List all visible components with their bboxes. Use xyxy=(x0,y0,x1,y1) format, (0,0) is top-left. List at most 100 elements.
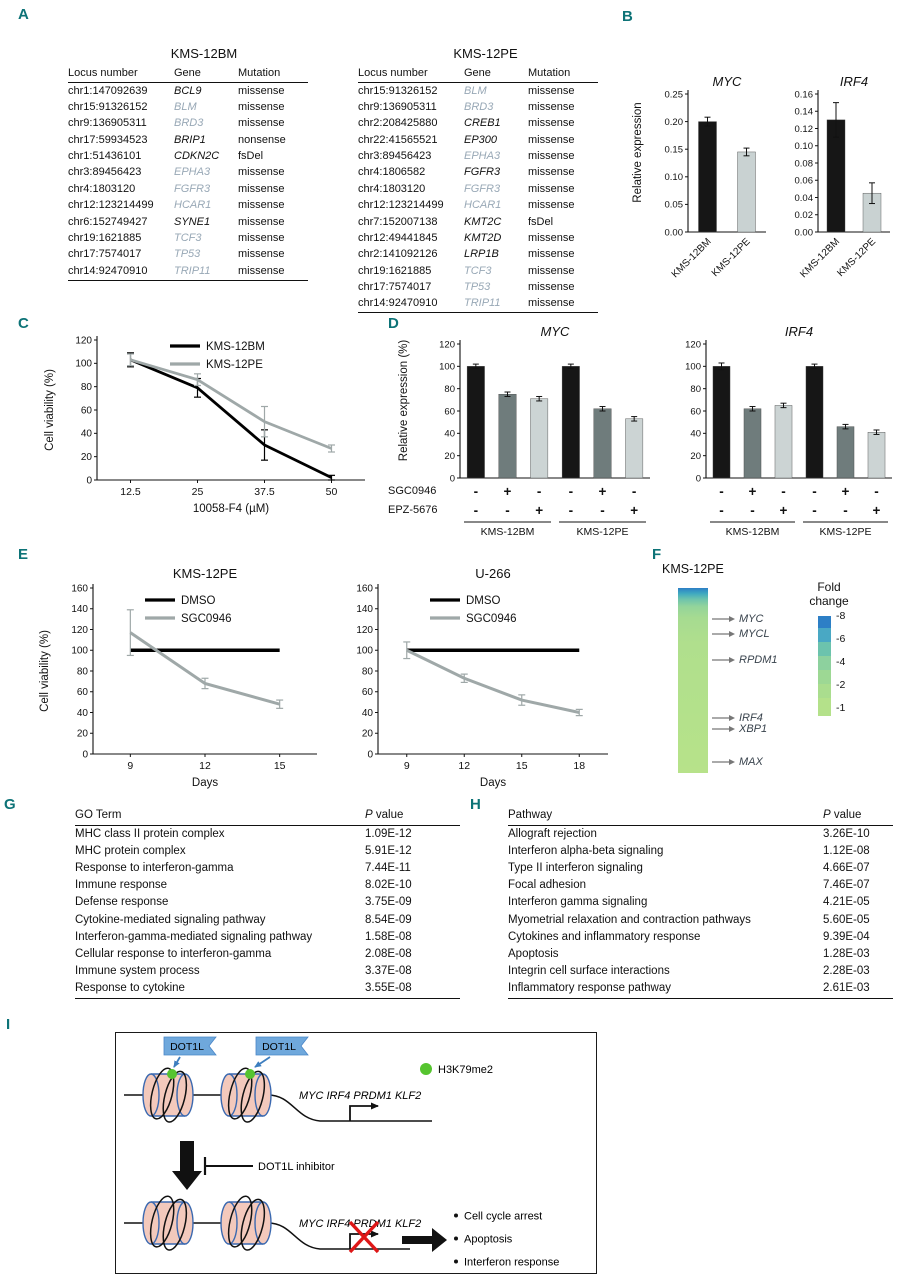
locus-cell: chr1:147092639 xyxy=(68,84,148,97)
table-row: Cellular response to interferon-gamma 2.0… xyxy=(75,946,460,963)
locus-cell: chr12:49441845 xyxy=(358,231,438,244)
y-tick-label: 0.04 xyxy=(795,193,814,204)
pathway-header: Pathway xyxy=(508,808,823,826)
legend-label: DMSO xyxy=(181,595,216,607)
term-cell: Cytokine-mediated signaling pathway xyxy=(75,913,266,926)
legend: KMS-12BM KMS-12PE xyxy=(170,341,265,371)
pvalue-cell: 4.21E-05 xyxy=(823,896,870,909)
h3k79me2-legend-label: H3K79me2 xyxy=(438,1064,493,1076)
legend: DMSO SGC0946 xyxy=(430,595,517,625)
locus-cell: chr19:1621885 xyxy=(68,231,142,244)
y-tick-label: 80 xyxy=(690,384,701,395)
x-axis-label: 10058-F4 (µM) xyxy=(193,503,269,515)
inhibition: DOT1L inhibitor xyxy=(172,1141,335,1190)
mutation-cell: fsDel xyxy=(238,150,264,163)
locus-cell: chr4:1806582 xyxy=(358,166,426,179)
table-row: Defense response 3.75E-09 xyxy=(75,895,460,912)
legend-label: DMSO xyxy=(466,595,501,607)
term-cell: Interferon gamma signaling xyxy=(508,896,648,909)
mutation-cell: missense xyxy=(528,133,575,146)
treatment-sign: - xyxy=(812,503,817,518)
mutation-cell: missense xyxy=(238,117,285,130)
gene-cell: FGFR3 xyxy=(464,166,501,179)
mutation-row: chr9:136905311 BRD3 missense xyxy=(68,116,308,132)
term-cell: Cytokines and inflammatory response xyxy=(508,930,701,943)
mutation-row: chr2:141092126 LRP1B missense xyxy=(358,247,598,263)
mutation-cell: missense xyxy=(528,297,575,310)
treatment-sign: - xyxy=(537,484,542,499)
term-cell: Defense response xyxy=(75,896,169,909)
bar xyxy=(836,426,855,479)
panel-letter-f: F xyxy=(652,546,662,563)
bar xyxy=(561,366,580,479)
treatment-signs: - + - - + -- - + - - +KMS-12BM KMS-12PE xyxy=(464,484,646,538)
treatment-sign: + xyxy=(873,503,881,518)
red-x-mark xyxy=(348,1220,380,1254)
term-cell: Integrin cell surface interactions xyxy=(508,965,670,978)
treatment-sign: + xyxy=(535,503,543,518)
gene-cell: SYNE1 xyxy=(174,215,211,228)
pvalue-cell: 2.08E-08 xyxy=(365,947,412,960)
locus-cell: chr17:59934523 xyxy=(68,133,148,146)
mechanism-diagram: DOT1L DOT1L MYC IRF4 PRDM1 KLF2 H3K79me2… xyxy=(124,1036,559,1269)
mutation-row: chr19:1621885 TCF3 missense xyxy=(68,230,308,246)
locus-cell: chr17:7574017 xyxy=(68,248,142,261)
gene-cell: KMT2D xyxy=(464,231,502,244)
pvalue-cell: 7.46E-07 xyxy=(823,879,870,892)
mutation-cell: missense xyxy=(528,84,575,97)
treatment-sign: - xyxy=(843,503,848,518)
gene-cell: FGFR3 xyxy=(464,182,501,195)
gene-cell: TRIP11 xyxy=(174,264,211,277)
y-tick-label: 160 xyxy=(356,583,373,594)
mutation-table-kms12bm: KMS-12BM Locus number Gene Mutation chr1:1… xyxy=(68,46,340,281)
mutation-table-kms12pe: KMS-12PE Locus number Gene Mutation chr15:… xyxy=(358,46,613,314)
panel-letter-d: D xyxy=(388,315,399,332)
y-tick-label: 0.08 xyxy=(795,158,814,169)
column-header: Locus number xyxy=(358,66,464,83)
y-tick-label: 60 xyxy=(81,405,93,416)
mutation-cell: missense xyxy=(528,231,575,244)
y-tick-label: 60 xyxy=(444,406,455,417)
fold-change-tick: -4 xyxy=(836,656,846,668)
panel-letter-i: I xyxy=(6,1016,11,1033)
mutation-row: chr17:59934523 BRIP1 nonsense xyxy=(68,132,308,148)
column-header: Mutation xyxy=(238,66,308,83)
mutation-cell: missense xyxy=(528,100,575,113)
down-arrow xyxy=(172,1141,202,1190)
chart-title: MYC xyxy=(541,324,571,339)
gene-cell: BRD3 xyxy=(174,117,204,130)
gene-cell: BCL9 xyxy=(174,84,202,97)
panel-letter-c: C xyxy=(18,315,29,332)
table-row: Response to cytokine 3.55E-08 xyxy=(75,981,460,999)
table-row: Interferon alpha-beta signaling 1.12E-08 xyxy=(508,843,893,860)
dot1l-label: DOT1L xyxy=(262,1041,296,1053)
outcome-label: Interferon response xyxy=(464,1257,559,1269)
dot1l-inhibitor-label: DOT1L inhibitor xyxy=(258,1161,335,1173)
gene-arrow-icon xyxy=(712,758,735,765)
y-tick-label: 0.06 xyxy=(795,176,814,187)
series xyxy=(127,352,335,481)
group-label: KMS-12PE xyxy=(577,526,629,538)
group-label: KMS-12BM xyxy=(726,526,780,538)
legend-label: SGC0946 xyxy=(466,613,517,625)
fold-change-tick: -8 xyxy=(836,610,846,622)
mutation-cell: missense xyxy=(528,150,575,163)
gene-cell: BLM xyxy=(464,84,487,97)
mutation-row: chr22:41565521 EP300 missense xyxy=(358,132,598,148)
dot1l-arrow xyxy=(173,1056,181,1068)
group-label: KMS-12PE xyxy=(820,526,872,538)
table-row: Type II interferon signaling 4.66E-07 xyxy=(508,860,893,877)
x-tick-label: 12.5 xyxy=(120,486,141,498)
gene-cell: BRIP1 xyxy=(174,133,206,146)
locus-cell: chr15:91326152 xyxy=(68,100,148,113)
legend-label: KMS-12BM xyxy=(206,341,265,353)
table-row: Myometrial relaxation and contraction pa… xyxy=(508,912,893,929)
bars xyxy=(466,363,644,479)
axes: 0 20 40 60 80 100 120 140 160 9 12 15 18 xyxy=(356,583,608,772)
y-tick-label: 0 xyxy=(367,749,373,760)
locus-cell: chr12:123214499 xyxy=(358,199,444,212)
mutation-row: chr2:208425880 CREB1 missense xyxy=(358,116,598,132)
panel-letter-h: H xyxy=(470,796,481,813)
outcome-label: Apoptosis xyxy=(464,1234,513,1246)
x-tick-label: 18 xyxy=(573,760,585,772)
